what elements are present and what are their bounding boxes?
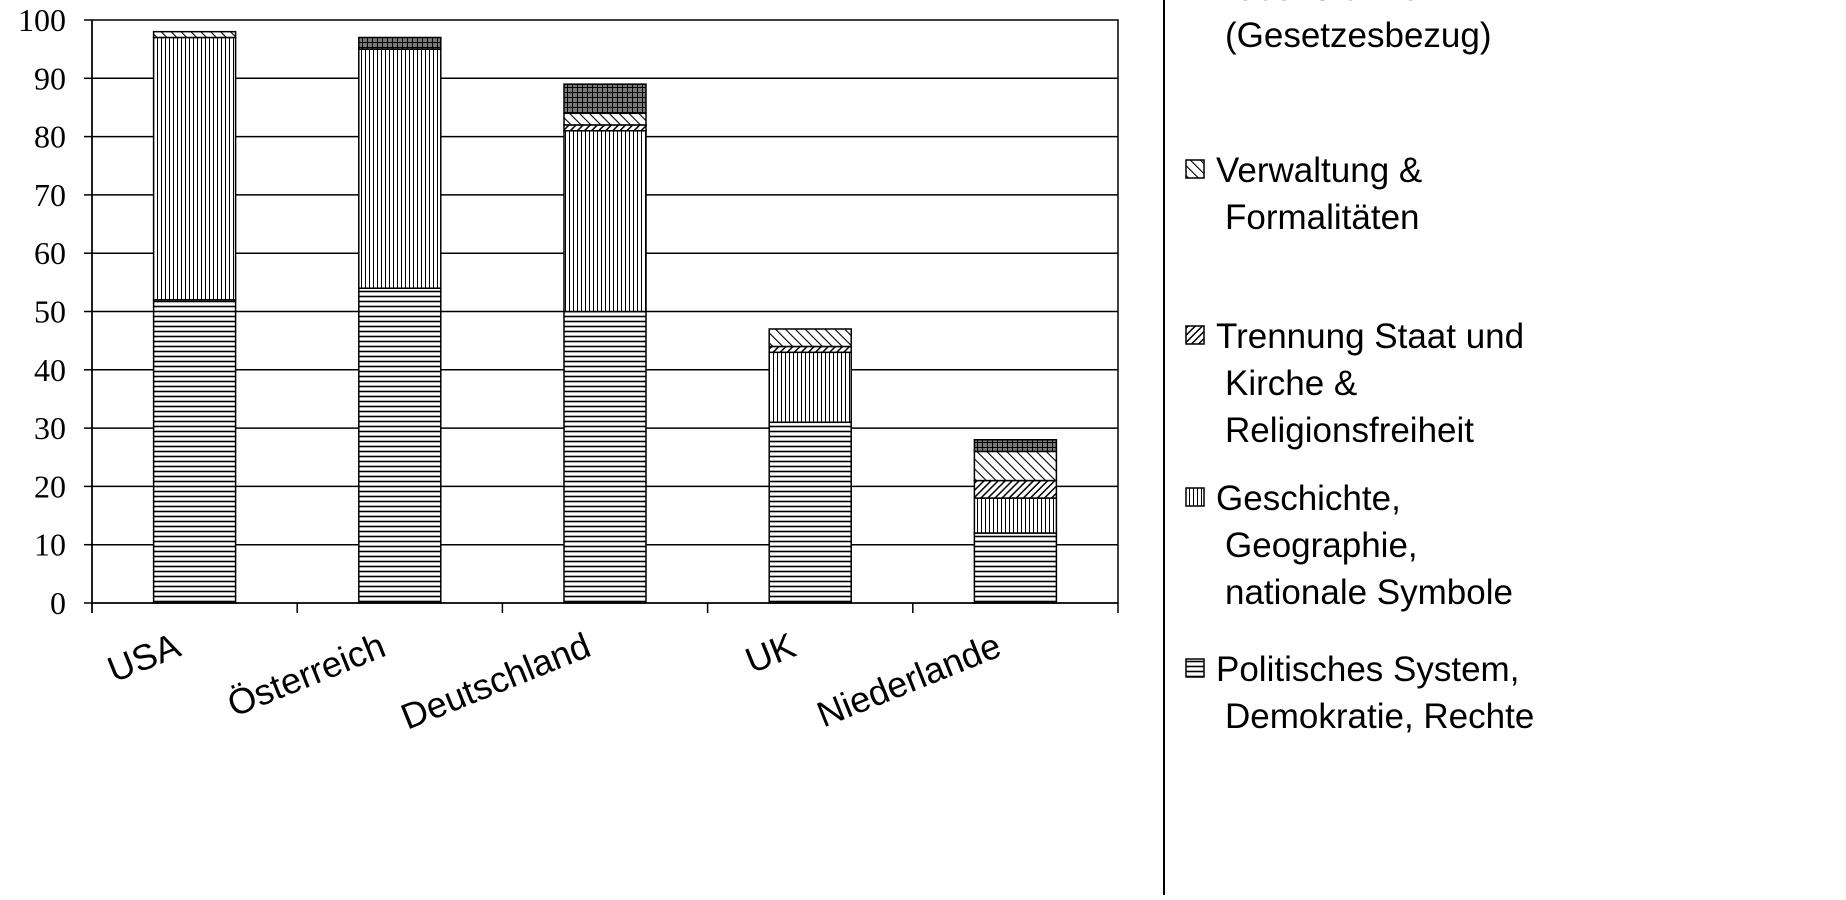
bar-segment-deutschland-series-4 bbox=[563, 112, 647, 126]
legend: Lebensformen (Gesetzesbezug) Verwaltung & F… bbox=[1163, 0, 1846, 900]
legend-frame bbox=[1163, 0, 1846, 900]
bar-segment-österreich-series-5 bbox=[358, 36, 442, 50]
legend-label: Demokratie, Rechte bbox=[1225, 697, 1534, 736]
y-tick-label: 60 bbox=[34, 235, 66, 271]
x-tick-label: Deutschland bbox=[395, 624, 596, 737]
bar-segment-deutschland-series-1 bbox=[563, 310, 647, 604]
legend-swatch bbox=[1185, 658, 1205, 678]
x-tick-label: UK bbox=[739, 624, 801, 681]
bar-segment-uk-series-3 bbox=[768, 345, 852, 354]
y-tick-label: 10 bbox=[34, 527, 66, 563]
x-tick-label: Niederlande bbox=[811, 624, 1006, 735]
bar-segment-niederlande-series-4 bbox=[973, 450, 1058, 482]
y-tick-label: 30 bbox=[34, 410, 66, 446]
y-tick-label: 0 bbox=[50, 585, 66, 621]
bar-segment-niederlande-series-2 bbox=[973, 497, 1058, 534]
bar-segment-usa-series-4 bbox=[152, 30, 237, 39]
bar-segment-österreich-series-2 bbox=[358, 48, 442, 289]
x-tick-label: Österreich bbox=[221, 624, 390, 724]
bar-segment-deutschland-series-5 bbox=[563, 83, 647, 115]
y-tick-label: 80 bbox=[34, 119, 66, 155]
y-tick-label: 90 bbox=[34, 60, 66, 96]
y-tick-label: 20 bbox=[34, 468, 66, 504]
bar-segment-usa-series-2 bbox=[152, 36, 237, 301]
y-tick-label: 100 bbox=[18, 2, 66, 38]
bars-group bbox=[152, 30, 1058, 604]
legend-label: Religionsfreiheit bbox=[1225, 411, 1474, 450]
bar-segment-niederlande-series-1 bbox=[973, 532, 1058, 604]
bar-segment-uk-series-2 bbox=[768, 351, 852, 424]
legend-label: Formalitäten bbox=[1225, 198, 1420, 237]
bar-segment-niederlande-series-3 bbox=[973, 479, 1058, 499]
bar-segment-uk-series-4 bbox=[768, 328, 852, 348]
legend-label: Trennung Staat und bbox=[1216, 317, 1524, 356]
y-tick-label: 40 bbox=[34, 352, 66, 388]
legend-label: Geschichte, bbox=[1216, 479, 1401, 518]
bar-segment-usa-series-1 bbox=[152, 299, 237, 604]
legend-label: Politisches System, bbox=[1216, 650, 1519, 689]
legend-label: nationale Symbole bbox=[1225, 573, 1513, 612]
bar-segment-deutschland-series-2 bbox=[563, 130, 647, 313]
legend-label: (Gesetzesbezug) bbox=[1225, 16, 1492, 55]
bar-segment-österreich-series-1 bbox=[358, 287, 442, 604]
legend-label: Verwaltung & bbox=[1216, 151, 1422, 190]
legend-swatch bbox=[1185, 159, 1205, 179]
legend-swatch bbox=[1185, 325, 1205, 345]
x-tick-label: USA bbox=[102, 624, 186, 690]
legend-label: Lebensformen bbox=[1216, 0, 1440, 8]
y-tick-label: 70 bbox=[34, 177, 66, 213]
legend-swatch bbox=[1185, 487, 1205, 507]
legend-label: Kirche & bbox=[1225, 364, 1357, 403]
bar-segment-niederlande-series-5 bbox=[973, 439, 1058, 453]
bar-segment-deutschland-series-3 bbox=[563, 124, 647, 132]
bar-segment-uk-series-1 bbox=[768, 421, 852, 604]
legend-label: Geographie, bbox=[1225, 526, 1418, 565]
y-tick-label: 50 bbox=[34, 294, 66, 330]
